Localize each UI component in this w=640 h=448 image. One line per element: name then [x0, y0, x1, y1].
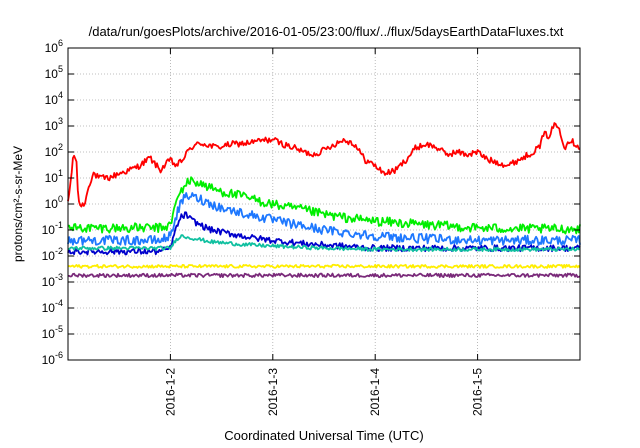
series-line-2: [67, 192, 581, 246]
ticks: [68, 47, 580, 361]
y-axis-label: protons/cm²-s-sr-MeV: [11, 146, 25, 262]
y-tick-label: 106: [45, 38, 63, 55]
series-line-5: [67, 263, 581, 269]
y-tick-label: 105: [45, 64, 63, 81]
chart-title: /data/run/goesPlots/archive/2016-01-05/2…: [89, 24, 564, 39]
series-line-6: [68, 272, 581, 279]
series-line-0: [67, 122, 581, 208]
grid: [68, 48, 580, 360]
y-tick-labels: 10-6 10-5 10-4 10-3 10-2 10-1 100 101 102 103 104 1…: [42, 38, 63, 367]
y-tick-label: 10-2: [42, 246, 63, 263]
x-tick-labels: 2016-1-2 2016-1-3 2016-1-4 2016-1-5: [163, 368, 484, 416]
x-tick-label: 2016-1-4: [368, 368, 382, 416]
y-tick-label: 10-1: [42, 220, 63, 237]
x-axis-label: Coordinated Universal Time (UTC): [224, 428, 423, 443]
y-tick-label: 10-3: [42, 272, 63, 289]
x-tick-label: 2016-1-3: [266, 368, 280, 416]
x-tick-label: 2016-1-2: [163, 368, 177, 416]
y-tick-label: 104: [45, 90, 63, 107]
x-tick-label: 2016-1-5: [471, 368, 485, 416]
y-tick-label: 103: [45, 116, 63, 133]
y-tick-label: 102: [45, 142, 63, 159]
y-tick-label: 101: [45, 168, 63, 185]
series-line-1: [67, 176, 581, 235]
y-tick-label: 100: [45, 194, 63, 211]
y-tick-label: 10-6: [42, 350, 63, 367]
series-line-4: [67, 234, 580, 253]
y-tick-label: 10-4: [42, 298, 63, 315]
y-tick-label: 10-5: [42, 324, 63, 341]
series-layer: [67, 122, 581, 279]
